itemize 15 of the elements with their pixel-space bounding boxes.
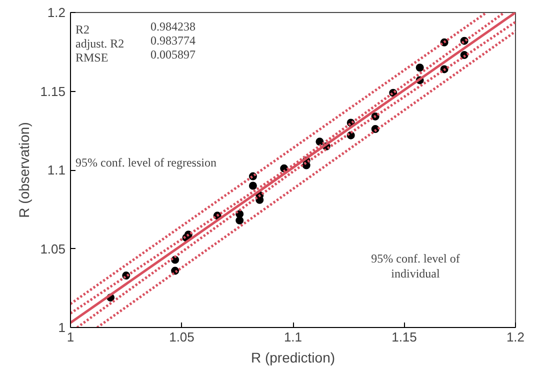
x-tick-label: 1.15 <box>392 330 417 344</box>
y-tick-label: 1.2 <box>47 5 66 20</box>
annotation: 95% conf. level of regression <box>76 156 216 170</box>
x-tick-label: 1.05 <box>169 330 194 344</box>
x-tick-label: 1.2 <box>506 330 525 344</box>
x-tick-label: 1.1 <box>284 330 302 344</box>
y-axis-title: R (observation) <box>16 122 32 218</box>
text: adjust. R2 0.983774 <box>76 34 196 50</box>
text: R2 0.984238 <box>76 20 196 36</box>
y-tick-label: 1 <box>58 320 66 335</box>
y-tick-label: 1.15 <box>40 84 66 99</box>
y-tick-label: 1.1 <box>47 162 66 178</box>
y-tick-label: 1.05 <box>40 241 66 256</box>
x-axis-title: R (prediction) <box>250 350 336 366</box>
annotation: 95% conf. level of individual <box>371 252 460 280</box>
